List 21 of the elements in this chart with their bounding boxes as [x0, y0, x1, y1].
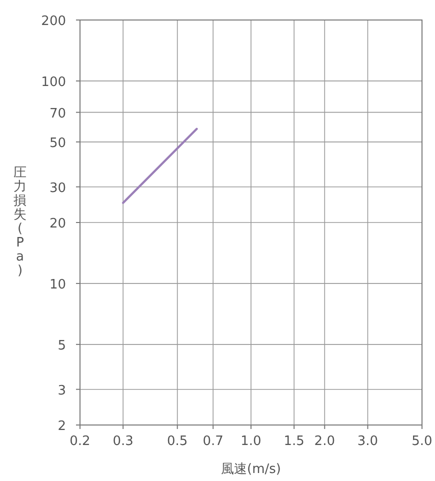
x-tick-label: 3.0 — [357, 434, 378, 449]
y-tick-label: 20 — [49, 216, 66, 232]
x-tick-label: 0.2 — [70, 434, 90, 449]
y-tick-label: 2 — [58, 419, 66, 434]
x-tick-label: 0.3 — [112, 434, 134, 449]
y-tick-label: 10 — [49, 277, 66, 292]
x-tick-label: 0.7 — [202, 434, 224, 449]
y-tick-label: 3 — [58, 383, 66, 398]
x-tick-label: 1.5 — [284, 434, 304, 449]
y-tick-label: 100 — [41, 74, 66, 90]
y-axis-title: 圧力損失(Pa) — [14, 166, 26, 278]
y-tick-label: 30 — [49, 180, 66, 196]
x-tick-label: 2.0 — [314, 434, 335, 449]
y-tick-label: 5 — [58, 338, 66, 354]
x-tick-label: 0.5 — [167, 434, 188, 449]
x-tick-label: 5.0 — [412, 434, 432, 449]
x-axis-title: 風速(m/s) — [221, 462, 281, 477]
y-tick-label: 50 — [49, 136, 66, 151]
y-tick-label: 200 — [41, 14, 66, 29]
y-tick-label: 70 — [49, 106, 66, 122]
x-tick-label: 1.0 — [240, 434, 262, 449]
